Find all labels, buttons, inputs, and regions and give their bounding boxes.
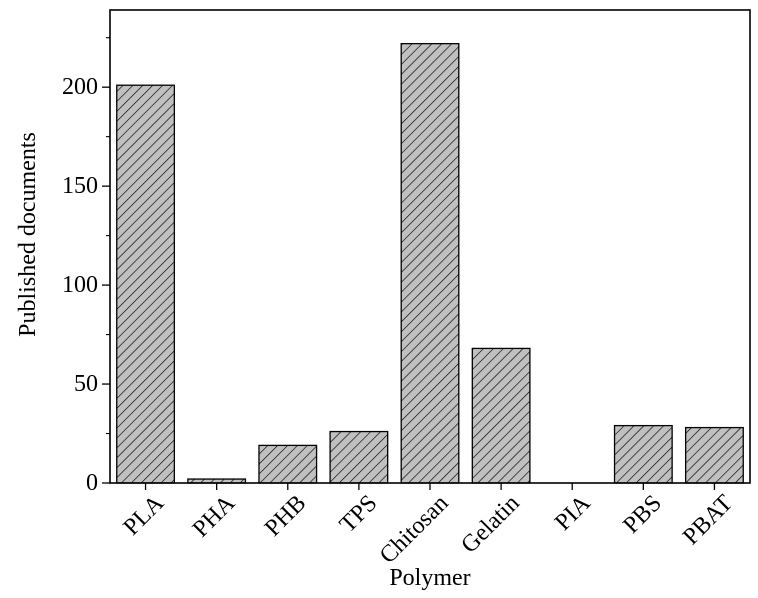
bar-phb	[258, 444, 318, 484]
y-tick-label-50: 50	[74, 371, 98, 397]
x-tick-label-phb: PHB	[260, 490, 311, 541]
x-tick-label-pha: PHA	[188, 490, 241, 543]
bar-chitosan	[400, 42, 460, 484]
y-tick-label-200: 200	[62, 74, 98, 100]
y-tick-label-100: 100	[62, 272, 98, 298]
y-tick-label-150: 150	[62, 173, 98, 199]
x-tick-label-chitosan: Chitosan	[375, 490, 454, 569]
bar-gelatin	[471, 347, 531, 484]
x-tick-label-tps: TPS	[335, 490, 383, 538]
plot-frame	[109, 9, 751, 484]
x-tick-label-pbs: PBS	[618, 490, 667, 539]
x-tick-label-pla: PLA	[119, 490, 170, 541]
y-axis-title: Published documents	[15, 132, 41, 337]
bars-layer	[116, 42, 744, 484]
bar-pbs	[613, 424, 673, 484]
axes-layer	[102, 9, 751, 490]
x-tick-label-gelatin: Gelatin	[456, 490, 524, 558]
bar-pla	[116, 84, 176, 484]
x-axis-title: Polymer	[389, 565, 470, 591]
x-tick-label-pbat: PBAT	[678, 490, 738, 550]
bar-pbat	[684, 426, 744, 484]
bar-tps	[329, 430, 389, 484]
y-tick-label-0: 0	[86, 470, 98, 496]
x-tick-label-pia: PIA	[550, 490, 596, 536]
